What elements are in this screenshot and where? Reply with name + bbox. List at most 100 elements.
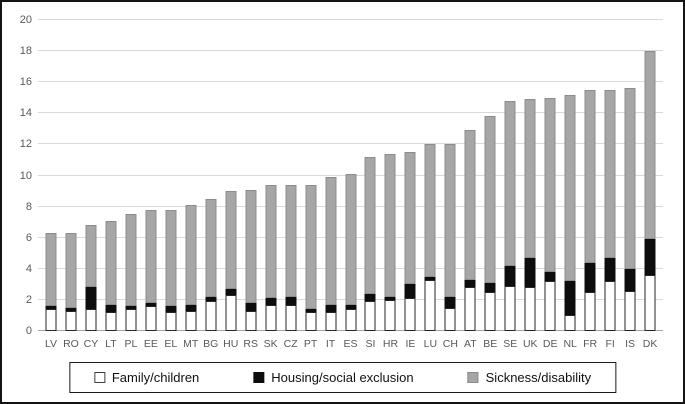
- segment-housing-uk: [524, 257, 536, 288]
- x-axis-tick-label-fr: FR: [583, 338, 598, 350]
- stacked-bar-lv: [45, 233, 57, 331]
- segment-sickness-se: [504, 100, 516, 266]
- bar-column-it: IT: [321, 20, 341, 350]
- segment-housing-de: [544, 271, 556, 282]
- y-axis-tick-label: 6: [25, 231, 32, 244]
- gridline-y-16: [38, 81, 663, 83]
- x-axis-tick-label-be: BE: [483, 338, 498, 350]
- segment-sickness-el: [165, 209, 177, 307]
- bar-column-el: EL: [161, 20, 181, 350]
- segment-housing-ro: [65, 307, 77, 311]
- segment-sickness-fi: [604, 90, 616, 258]
- stacked-bar-rs: [245, 189, 257, 331]
- stacked-bar-uk: [524, 99, 536, 331]
- segment-sickness-hu: [225, 191, 237, 290]
- bar-column-ro: RO: [61, 20, 81, 350]
- stacked-bar-dk: [644, 51, 656, 331]
- segment-sickness-mt: [185, 205, 197, 305]
- segment-housing-it: [325, 304, 337, 313]
- y-axis-tick-label: 4: [25, 262, 32, 275]
- stacked-bar-fi: [604, 90, 616, 331]
- segment-sickness-it: [325, 177, 337, 305]
- bar-column-dk: DK: [640, 20, 660, 350]
- segment-sickness-pt: [305, 184, 317, 310]
- stacked-bar-se: [504, 100, 516, 331]
- segment-family-si: [364, 301, 376, 331]
- segment-housing-cz: [285, 296, 297, 305]
- segment-family-lu: [424, 279, 436, 331]
- x-axis-tick-label-lv: LV: [44, 338, 58, 350]
- gridline-y-14: [38, 112, 663, 114]
- segment-housing-cy: [85, 287, 97, 310]
- x-axis-tick-label-rs: RS: [243, 338, 258, 350]
- y-axis-tick-label: 16: [19, 76, 32, 89]
- x-axis-tick-label-el: EL: [164, 338, 178, 350]
- segment-housing-lv: [45, 306, 57, 310]
- segment-family-uk: [524, 287, 536, 331]
- x-axis-tick-label-bg: BG: [203, 338, 219, 350]
- segment-family-cy: [85, 309, 97, 331]
- x-axis-tick-label-pt: PT: [303, 338, 318, 350]
- y-axis-tick-label: 12: [19, 138, 32, 151]
- stacked-bar-de: [544, 97, 556, 331]
- segment-sickness-fr: [584, 90, 596, 263]
- segment-housing-mt: [185, 304, 197, 311]
- bar-column-ie: IE: [400, 20, 420, 350]
- segment-family-pt: [305, 312, 317, 331]
- segment-family-ro: [65, 310, 77, 331]
- segment-family-rs: [245, 310, 257, 331]
- stacked-bar-bg: [205, 198, 217, 331]
- segment-housing-se: [504, 265, 516, 286]
- segment-housing-fi: [604, 257, 616, 282]
- x-axis-tick-label-fi: FI: [605, 338, 615, 350]
- segment-sickness-ee: [145, 209, 157, 304]
- stacked-bar-cy: [85, 225, 97, 331]
- segment-housing-fr: [584, 262, 596, 293]
- segment-family-es: [345, 309, 357, 331]
- bar-column-cz: CZ: [281, 20, 301, 350]
- stacked-bar-el: [165, 209, 177, 331]
- stacked-bar-hr: [384, 153, 396, 331]
- segment-housing-el: [165, 306, 177, 313]
- bar-column-si: SI: [361, 20, 381, 350]
- x-axis-tick-label-nl: NL: [563, 338, 577, 350]
- x-axis-tick-label-hr: HR: [382, 338, 399, 350]
- segment-housing-pt: [305, 309, 317, 313]
- segment-housing-is: [624, 268, 636, 291]
- x-axis-tick-label-lt: LT: [105, 338, 117, 350]
- segment-family-dk: [644, 275, 656, 331]
- segment-family-it: [325, 312, 337, 331]
- bar-column-ch: CH: [440, 20, 460, 350]
- bar-column-lu: LU: [420, 20, 440, 350]
- sickness-disability-swatch-icon: [467, 372, 479, 383]
- bar-column-nl: NL: [560, 20, 580, 350]
- segment-sickness-at: [464, 130, 476, 280]
- x-axis-tick-label-si: SI: [365, 338, 376, 350]
- stacked-bar-pt: [305, 184, 317, 331]
- bars-container: LV RO CY LT PL EE EL MT BG HU RS SK CZ PT IT ES SI HR IE LU…: [41, 20, 660, 350]
- x-axis-tick-label-de: DE: [542, 338, 558, 350]
- x-axis-tick-label-at: AT: [464, 338, 477, 350]
- segment-sickness-is: [624, 88, 636, 269]
- segment-sickness-pl: [125, 214, 137, 307]
- stacked-bar-sk: [265, 184, 277, 331]
- x-axis-tick-label-lu: LU: [423, 338, 438, 350]
- legend-label-sickness-disability: Sickness/disability: [485, 370, 592, 385]
- bar-column-rs: RS: [241, 20, 261, 350]
- segment-housing-lt: [105, 304, 117, 313]
- segment-sickness-ro: [65, 233, 77, 308]
- segment-family-se: [504, 285, 516, 331]
- x-axis-tick-label-hu: HU: [223, 338, 239, 350]
- stacked-bar-ee: [145, 209, 157, 331]
- segment-family-cz: [285, 304, 297, 331]
- x-axis-tick-label-it: IT: [325, 338, 336, 350]
- bar-column-at: AT: [460, 20, 480, 350]
- bar-column-hu: HU: [221, 20, 241, 350]
- segment-family-at: [464, 287, 476, 331]
- segment-sickness-ch: [444, 144, 456, 297]
- segment-family-is: [624, 290, 636, 331]
- segment-sickness-de: [544, 97, 556, 272]
- segment-housing-hu: [225, 289, 237, 296]
- x-axis-tick-label-se: SE: [503, 338, 518, 350]
- stacked-bar-lt: [105, 220, 117, 331]
